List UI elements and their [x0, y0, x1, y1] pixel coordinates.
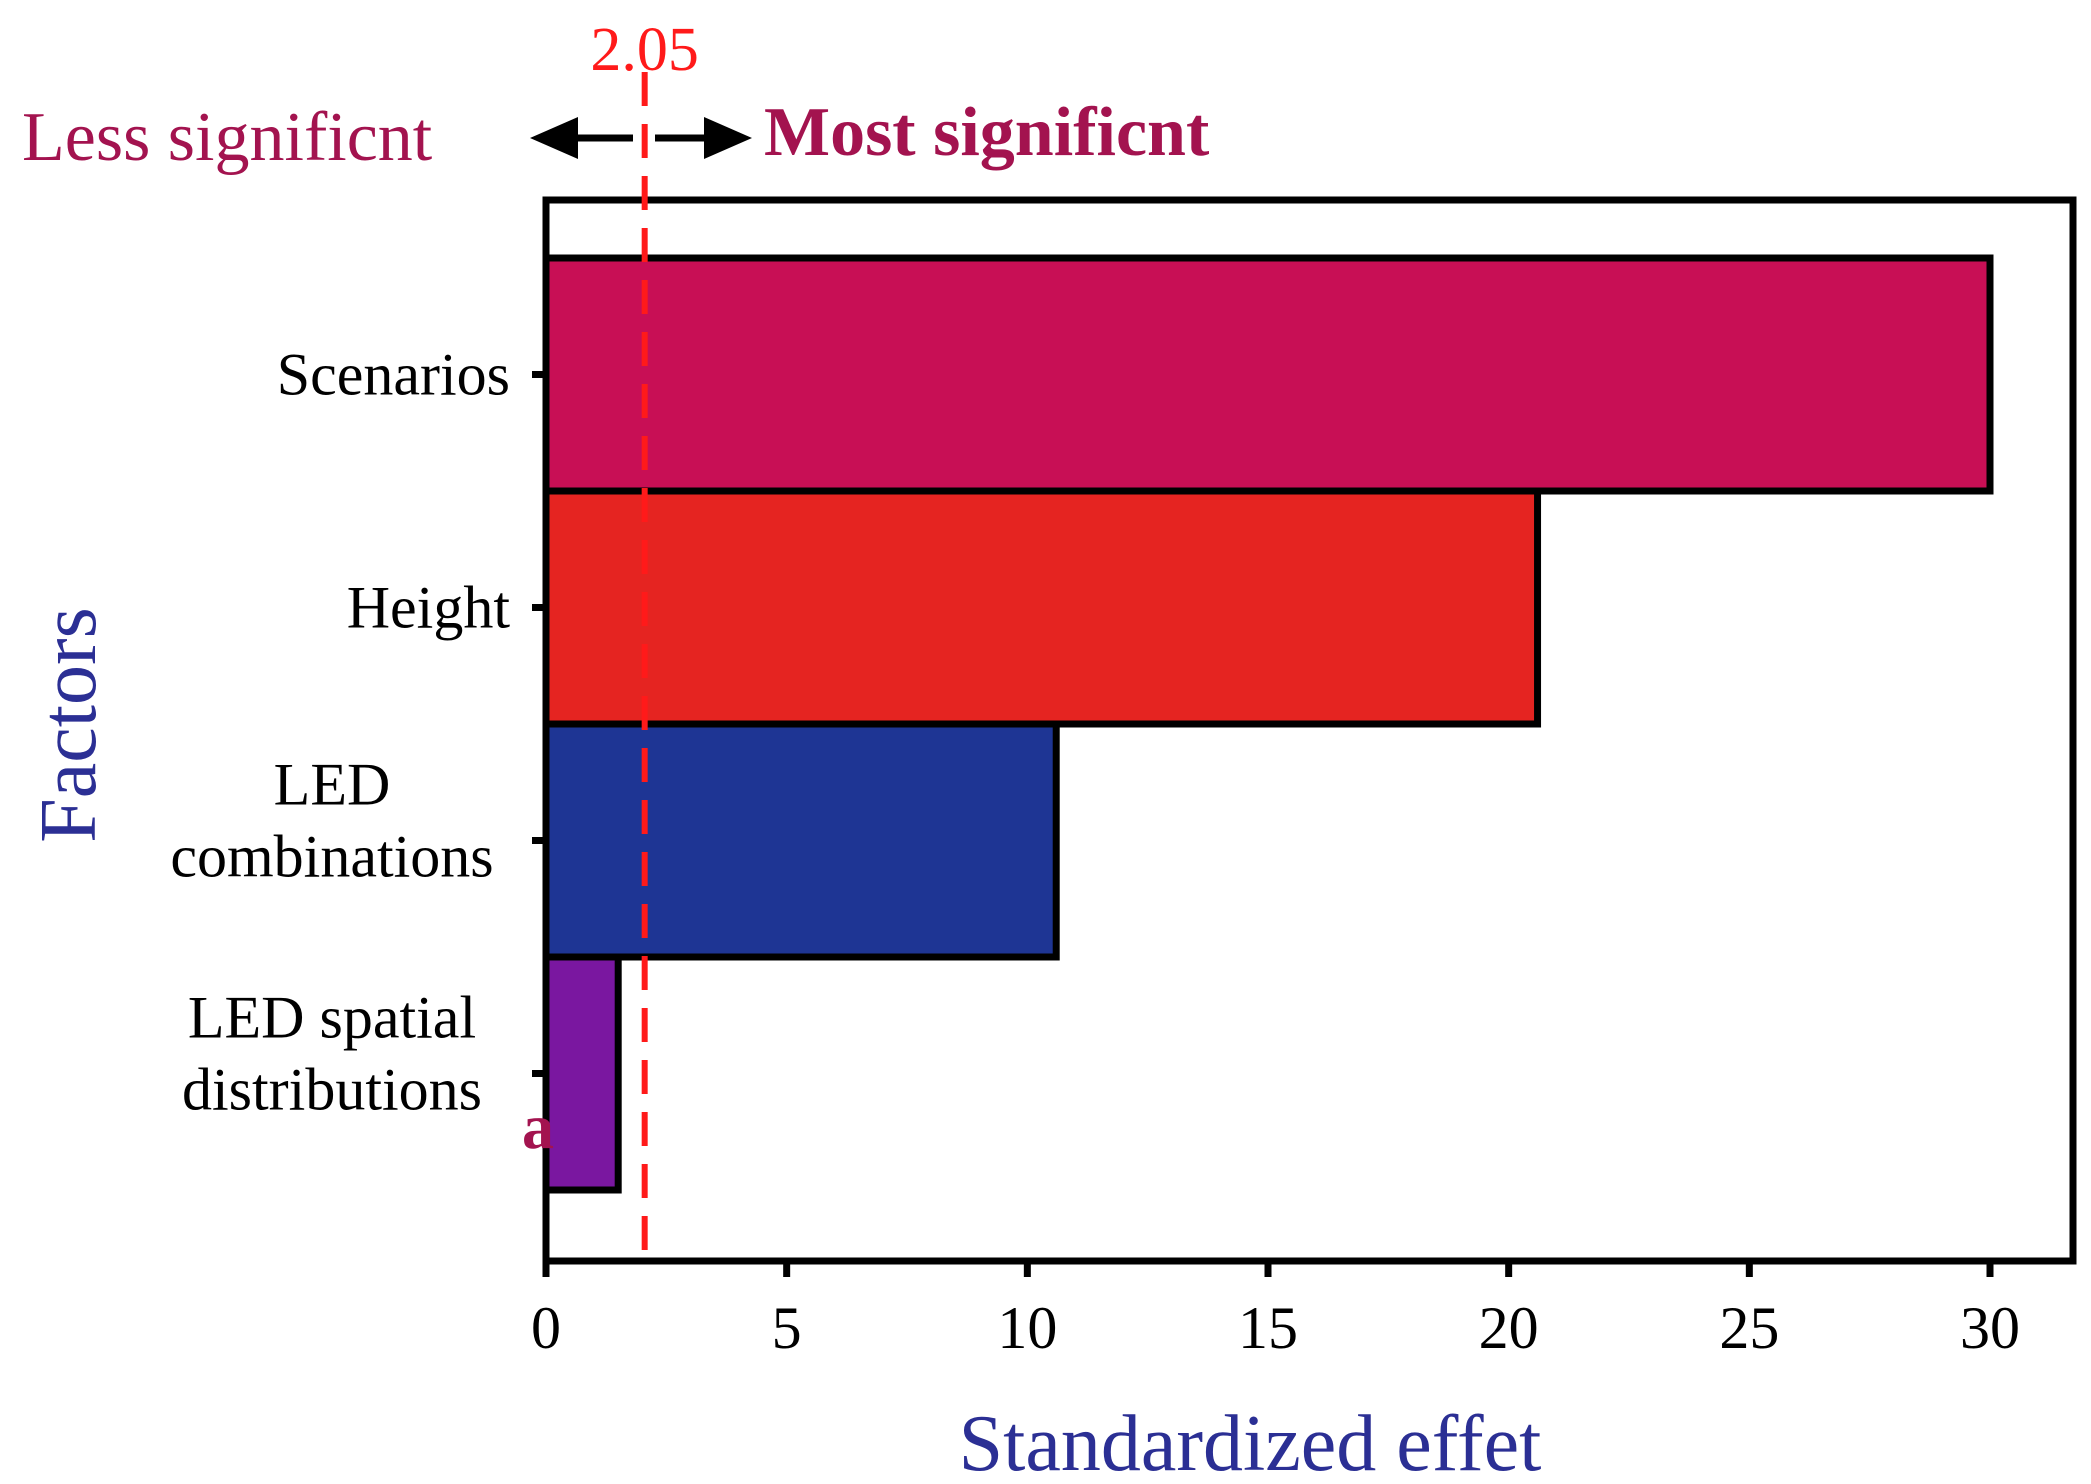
threshold-label: 2.05	[590, 16, 699, 84]
category-label: Height	[347, 575, 511, 641]
bar-1	[542, 487, 1542, 728]
category-label: LED spatial	[188, 985, 476, 1051]
category-label: Scenarios	[277, 342, 510, 408]
x-tick-label: 10	[997, 1295, 1057, 1361]
threshold-group: 2.05	[590, 16, 699, 1261]
category-label: LED	[274, 752, 391, 818]
x-tick-label: 0	[531, 1295, 561, 1361]
x-tick-label: 30	[1960, 1295, 2020, 1361]
x-tick-label: 25	[1719, 1295, 1779, 1361]
panel-label: a	[522, 1091, 554, 1162]
right-arrow-icon	[655, 117, 752, 159]
x-tick-label: 5	[772, 1295, 802, 1361]
x-tick-label: 15	[1238, 1295, 1298, 1361]
bar-0	[542, 254, 1994, 495]
y-axis-title: Factors	[25, 607, 113, 843]
x-tick-label: 20	[1479, 1295, 1539, 1361]
most-significant-label: Most significnt	[764, 94, 1209, 171]
bar-2	[542, 720, 1060, 961]
bar-3	[542, 953, 622, 1194]
category-label: distributions	[182, 1057, 482, 1123]
left-arrow-icon	[530, 117, 633, 159]
x-axis-title: Standardized effet	[959, 1400, 1542, 1484]
category-label: combinations	[170, 824, 493, 890]
less-significant-label: Less significnt	[22, 99, 433, 176]
x-ticks-group: 0 5 10 15 20 25 30	[531, 1261, 2020, 1361]
bars-group	[542, 254, 1994, 1194]
